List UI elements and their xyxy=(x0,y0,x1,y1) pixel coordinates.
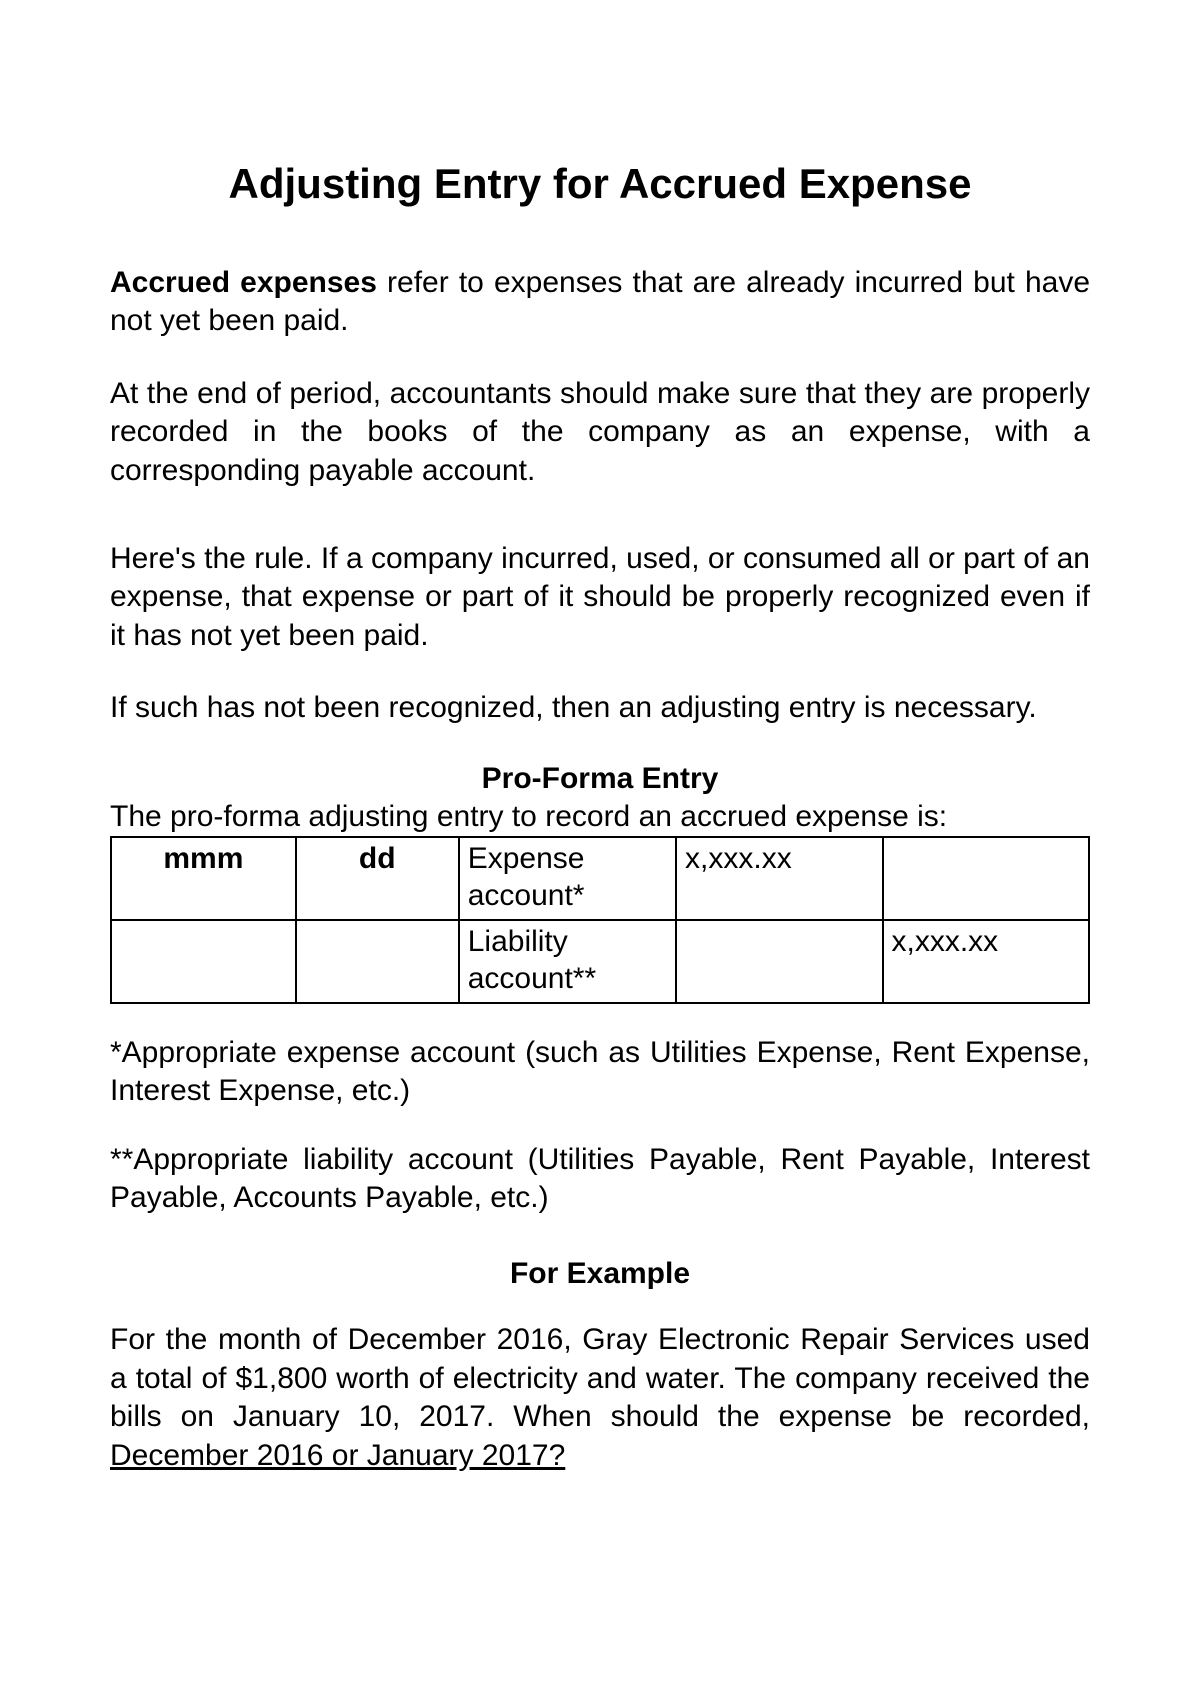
cell-credit: x,xxx.xx xyxy=(883,920,1090,1003)
table-row: mmm dd Expense account* x,xxx.xx xyxy=(111,837,1089,920)
example-question-underlined: December 2016 or January 2017? xyxy=(110,1439,565,1472)
cell-debit xyxy=(676,920,882,1003)
example-body-text: For the month of December 2016, Gray Ele… xyxy=(110,1323,1090,1433)
table-row: Liability account** x,xxx.xx xyxy=(111,920,1089,1003)
example-body: For the month of December 2016, Gray Ele… xyxy=(110,1321,1090,1475)
cell-month: mmm xyxy=(111,837,296,920)
intro-paragraph-3: Here's the rule. If a company incurred, … xyxy=(110,540,1090,655)
intro-paragraph-4: If such has not been recognized, then an… xyxy=(110,689,1090,727)
example-heading: For Example xyxy=(110,1257,1090,1291)
intro-lead-term: Accrued expenses xyxy=(110,266,377,299)
cell-account: Liability account** xyxy=(459,920,676,1003)
cell-day xyxy=(296,920,459,1003)
proforma-footnotes: *Appropriate expense account (such as Ut… xyxy=(110,1034,1090,1218)
proforma-heading: Pro-Forma Entry xyxy=(110,762,1090,796)
footnote-expense: *Appropriate expense account (such as Ut… xyxy=(110,1034,1090,1111)
cell-account: Expense account* xyxy=(459,837,676,920)
proforma-lead: The pro-forma adjusting entry to record … xyxy=(110,798,1090,836)
document-page: Adjusting Entry for Accrued Expense Accr… xyxy=(0,0,1200,1475)
page-title: Adjusting Entry for Accrued Expense xyxy=(110,160,1090,208)
cell-debit: x,xxx.xx xyxy=(676,837,882,920)
intro-paragraph-2: At the end of period, accountants should… xyxy=(110,375,1090,490)
cell-credit xyxy=(883,837,1090,920)
cell-day: dd xyxy=(296,837,459,920)
footnote-liability: **Appropriate liability account (Utiliti… xyxy=(110,1141,1090,1218)
cell-month xyxy=(111,920,296,1003)
intro-paragraph-1: Accrued expenses refer to expenses that … xyxy=(110,264,1090,341)
proforma-table: mmm dd Expense account* x,xxx.xx Liabili… xyxy=(110,836,1090,1004)
